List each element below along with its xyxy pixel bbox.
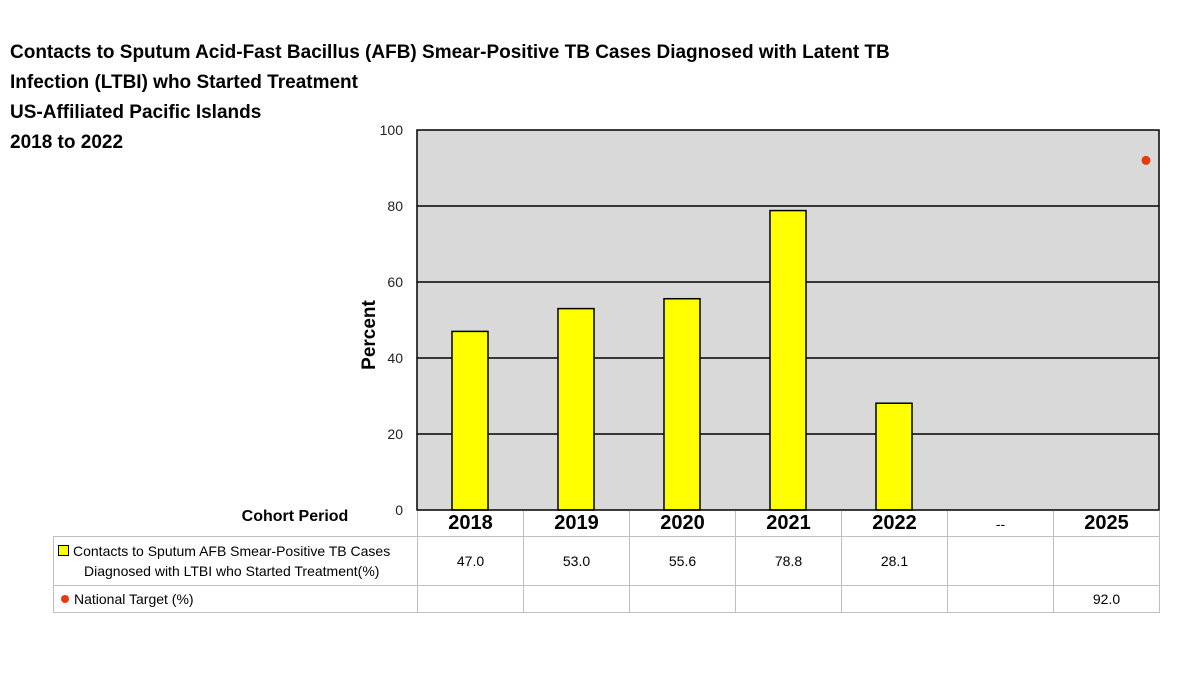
plot-border [416,129,1160,511]
gridlines [417,205,1159,435]
title-line: 2018 to 2022 [10,132,124,153]
table-cell: 55.6 [629,536,736,586]
column-header: 2025 [1053,511,1160,537]
legend-swatch-dot [61,595,69,603]
target-marker-2025 [1141,155,1151,165]
table-cell [1053,536,1160,586]
table-cell [523,585,630,613]
row-label-ltbi: Contacts to Sputum AFB Smear-Positive TB… [53,536,418,586]
title-line: US-Affiliated Pacific Islands [10,102,262,123]
table-cell [417,585,524,613]
target-markers [1141,155,1151,165]
y-tick-label: 40 [387,350,403,366]
y-tick-label: 80 [387,198,403,214]
table-cell: 78.8 [735,536,842,586]
table-row: Contacts to Sputum AFB Smear-Positive TB… [53,536,1160,586]
table-cell [629,585,736,613]
cohort-period-label: Cohort Period [241,508,349,525]
y-tick-label: 60 [387,274,403,290]
title-line: Infection (LTBI) who Started Treatment [10,72,358,93]
table-cell [947,536,1054,586]
table-cell: 28.1 [841,536,948,586]
column-header: 2021 [735,511,842,537]
y-tick-label: 20 [387,426,403,442]
row-label-text: Diagnosed with LTBI who Started Treatmen… [84,563,380,579]
plot-area [417,130,1159,510]
title-line: Contacts to Sputum Acid-Fast Bacillus (A… [10,42,890,63]
column-header: -- [947,511,1054,537]
bar-2018 [451,330,489,511]
chart-title: Contacts to Sputum Acid-Fast Bacillus (A… [10,38,910,158]
bars [451,209,913,511]
column-header: 2019 [523,511,630,537]
table-cell: 47.0 [417,536,524,586]
bar-2019 [557,307,595,511]
table-cell [841,585,948,613]
table-header-row: 2018 2019 2020 2021 2022 -- 2025 [54,511,1160,537]
row-label-text: National Target (%) [74,591,194,607]
column-header: 2020 [629,511,736,537]
table-cell: 53.0 [523,536,630,586]
row-label-target: National Target (%) [53,585,418,613]
table-cell [947,585,1054,613]
legend-swatch-bar [58,545,69,556]
bar-2020 [663,297,701,511]
data-table: 2018 2019 2020 2021 2022 -- 2025 Contact… [53,511,1160,613]
table-corner [54,511,418,537]
table-cell [735,585,842,613]
column-header: 2018 [417,511,524,537]
column-header: 2022 [841,511,948,537]
row-label-text: Contacts to Sputum AFB Smear-Positive TB… [73,543,391,559]
table-row: National Target (%) 92.0 [53,585,1160,613]
table-cell: 92.0 [1053,585,1160,613]
y-axis-label: Percent [359,300,380,370]
bar-2021 [769,209,807,511]
bar-2022 [875,402,913,511]
